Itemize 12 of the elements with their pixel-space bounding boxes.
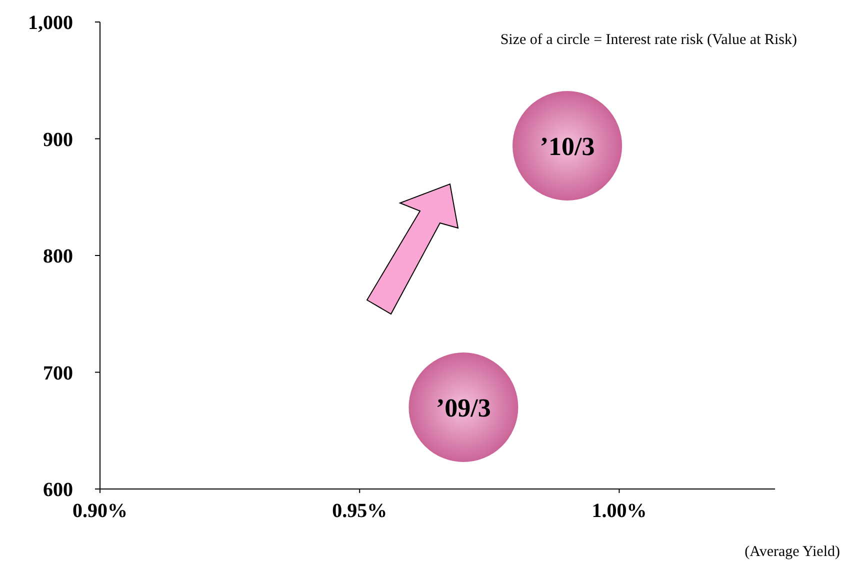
y-tick-label: 700 [43, 362, 73, 384]
y-tick-label: 900 [43, 128, 73, 151]
annotation: Size of a circle = Interest rate risk (Value at Risk) [500, 32, 797, 48]
annotation: ’09/3 [436, 393, 491, 422]
y-tick-label: 1,000 [28, 12, 73, 34]
y-tick-label: 600 [43, 479, 73, 501]
y-tick-label: 800 [43, 246, 73, 268]
x-axis-title: (Average Yield) [744, 544, 840, 560]
x-tick-label: 0.90% [72, 500, 128, 522]
x-tick-label: 0.95% [332, 500, 388, 522]
annotation: ’10/3 [540, 132, 595, 161]
x-tick-label: 1.00% [592, 500, 647, 522]
